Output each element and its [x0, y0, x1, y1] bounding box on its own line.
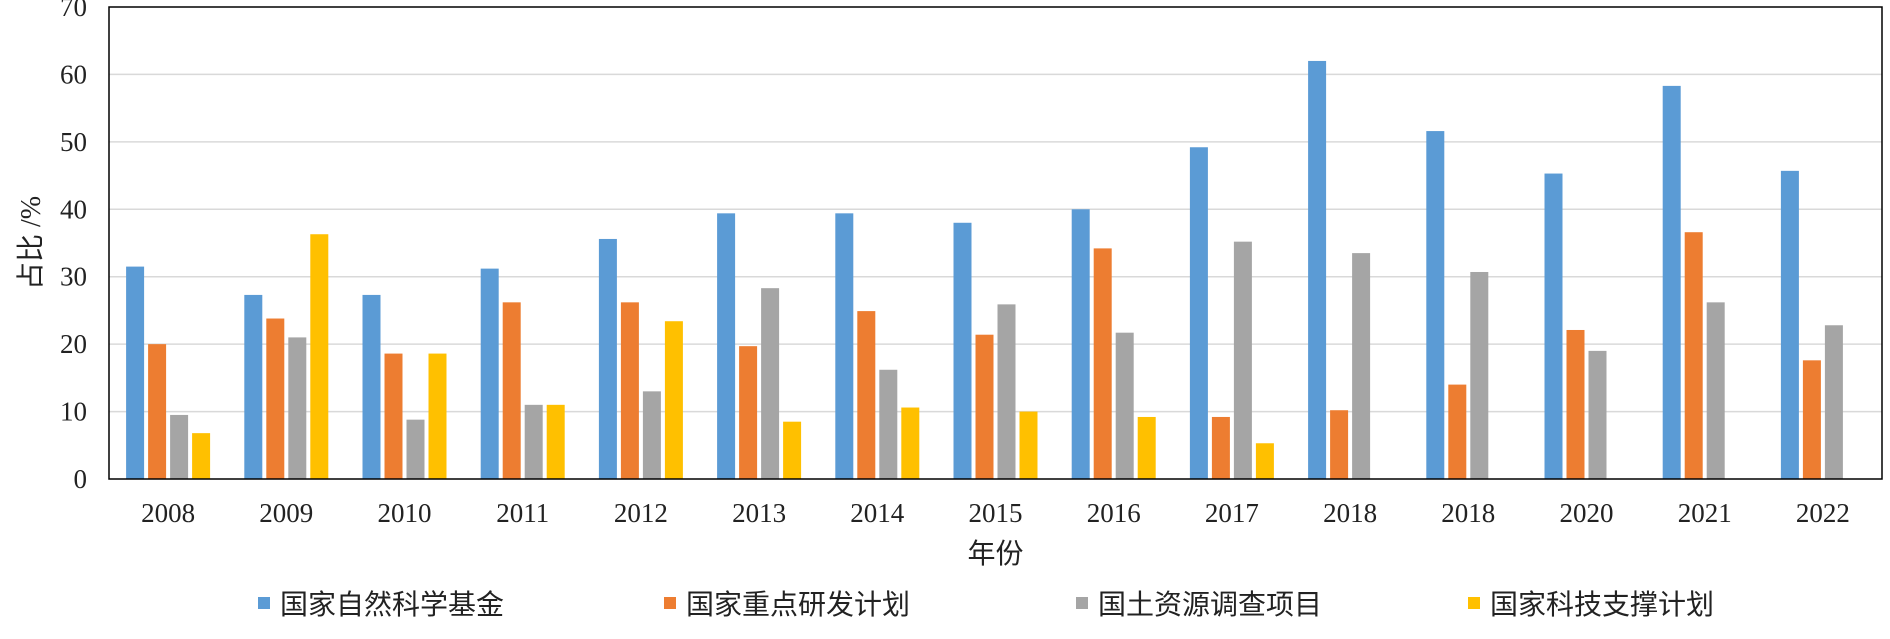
- legend-label: 国家自然科学基金: [280, 589, 504, 621]
- bar-1: [1780, 170, 1799, 479]
- bar-4: [1255, 443, 1274, 479]
- bar-3: [170, 414, 189, 479]
- x-tick-label: 2017: [1205, 498, 1259, 528]
- y-tick-label: 20: [60, 329, 87, 359]
- bar-1: [1071, 209, 1090, 480]
- x-tick-label: 2018: [1441, 498, 1495, 528]
- bar-1: [717, 213, 736, 479]
- bar-1: [1426, 131, 1445, 479]
- plot-frame: [108, 6, 1883, 480]
- bar-2: [1211, 416, 1230, 479]
- legend-swatch: [1076, 597, 1088, 609]
- bar-1: [1308, 60, 1327, 479]
- y-tick-label: 50: [60, 127, 87, 157]
- bar-2: [1566, 329, 1585, 479]
- x-tick-label: 2013: [732, 498, 786, 528]
- bar-4: [901, 407, 920, 479]
- bar-1: [1544, 173, 1563, 479]
- bar-3: [1588, 350, 1607, 479]
- x-axis-ticks: 2008 2009 2010 2011 2012 2013 2014 2015 2016 2017…: [141, 498, 1850, 528]
- bar-1: [480, 268, 499, 479]
- bar-4: [664, 321, 683, 479]
- legend-swatch: [1468, 597, 1480, 609]
- bar-3: [1470, 271, 1489, 479]
- x-tick-label: 2020: [1560, 498, 1614, 528]
- x-tick-label: 2012: [614, 498, 668, 528]
- bar-1: [244, 294, 263, 479]
- x-tick-label: 2016: [1087, 498, 1141, 528]
- bar-1: [126, 266, 145, 479]
- bar-2: [1448, 384, 1467, 479]
- legend-swatch: [258, 597, 270, 609]
- x-tick-label: 2015: [969, 498, 1023, 528]
- legend-label: 国家科技支撑计划: [1490, 589, 1714, 621]
- bar-1: [362, 294, 381, 479]
- legend: 国家自然科学基金 国家重点研发计划 国土资源调查项目 国家科技支撑计划: [258, 589, 1714, 621]
- bar-2: [857, 311, 876, 479]
- bar-2: [384, 353, 403, 479]
- bar-1: [953, 222, 972, 479]
- bars: [126, 60, 1843, 480]
- bar-4: [310, 234, 329, 479]
- bar-3: [1706, 302, 1725, 479]
- x-tick-label: 2010: [378, 498, 432, 528]
- bar-1: [1662, 85, 1681, 480]
- gridlines: [109, 73, 1882, 413]
- bar-3: [642, 391, 661, 479]
- legend-swatch: [664, 597, 676, 609]
- legend-label: 国家重点研发计划: [686, 589, 910, 621]
- bar-3: [406, 419, 425, 479]
- bar-4: [192, 433, 211, 479]
- bar-3: [524, 404, 543, 479]
- bar-4: [783, 421, 802, 479]
- bar-2: [739, 346, 758, 479]
- y-tick-label: 40: [60, 194, 87, 224]
- bar-2: [266, 318, 285, 479]
- bar-1: [598, 238, 617, 479]
- bar-1: [1189, 147, 1208, 479]
- x-tick-label: 2022: [1796, 498, 1850, 528]
- bar-2: [1093, 248, 1112, 479]
- bar-4: [1137, 416, 1156, 479]
- bar-3: [761, 288, 780, 479]
- x-tick-label: 2009: [259, 498, 313, 528]
- y-tick-label: 10: [60, 397, 87, 427]
- bar-2: [975, 334, 994, 479]
- bar-1: [835, 213, 854, 479]
- bar-2: [1802, 360, 1821, 479]
- bar-2: [502, 302, 521, 479]
- x-tick-label: 2021: [1678, 498, 1732, 528]
- y-tick-label: 30: [60, 262, 87, 292]
- x-tick-label: 2011: [496, 498, 549, 528]
- bar-2: [620, 302, 639, 479]
- bar-4: [1019, 411, 1038, 479]
- legend-label: 国土资源调查项目: [1098, 589, 1322, 621]
- bar-3: [1824, 325, 1843, 479]
- y-tick-label: 60: [60, 59, 87, 89]
- bar-3: [288, 337, 307, 479]
- bar-2: [1330, 410, 1349, 479]
- x-tick-label: 2014: [850, 498, 905, 528]
- bar-3: [879, 369, 898, 479]
- bar-3: [1233, 241, 1252, 479]
- x-tick-label: 2018: [1323, 498, 1377, 528]
- bar-2: [148, 344, 167, 479]
- y-axis-label: 占比 /%: [15, 196, 47, 290]
- bar-3: [1352, 253, 1371, 479]
- y-tick-label: 0: [74, 464, 88, 494]
- x-axis-label: 年份: [967, 538, 1023, 570]
- y-axis-ticks: 0 10 20 30 40 50 60 70: [60, 0, 87, 494]
- bar-2: [1684, 232, 1703, 479]
- bar-4: [546, 404, 565, 479]
- y-tick-label: 70: [60, 0, 87, 22]
- bar-4: [428, 353, 447, 479]
- bar-3: [1115, 332, 1134, 479]
- x-tick-label: 2008: [141, 498, 195, 528]
- bar-3: [997, 304, 1016, 479]
